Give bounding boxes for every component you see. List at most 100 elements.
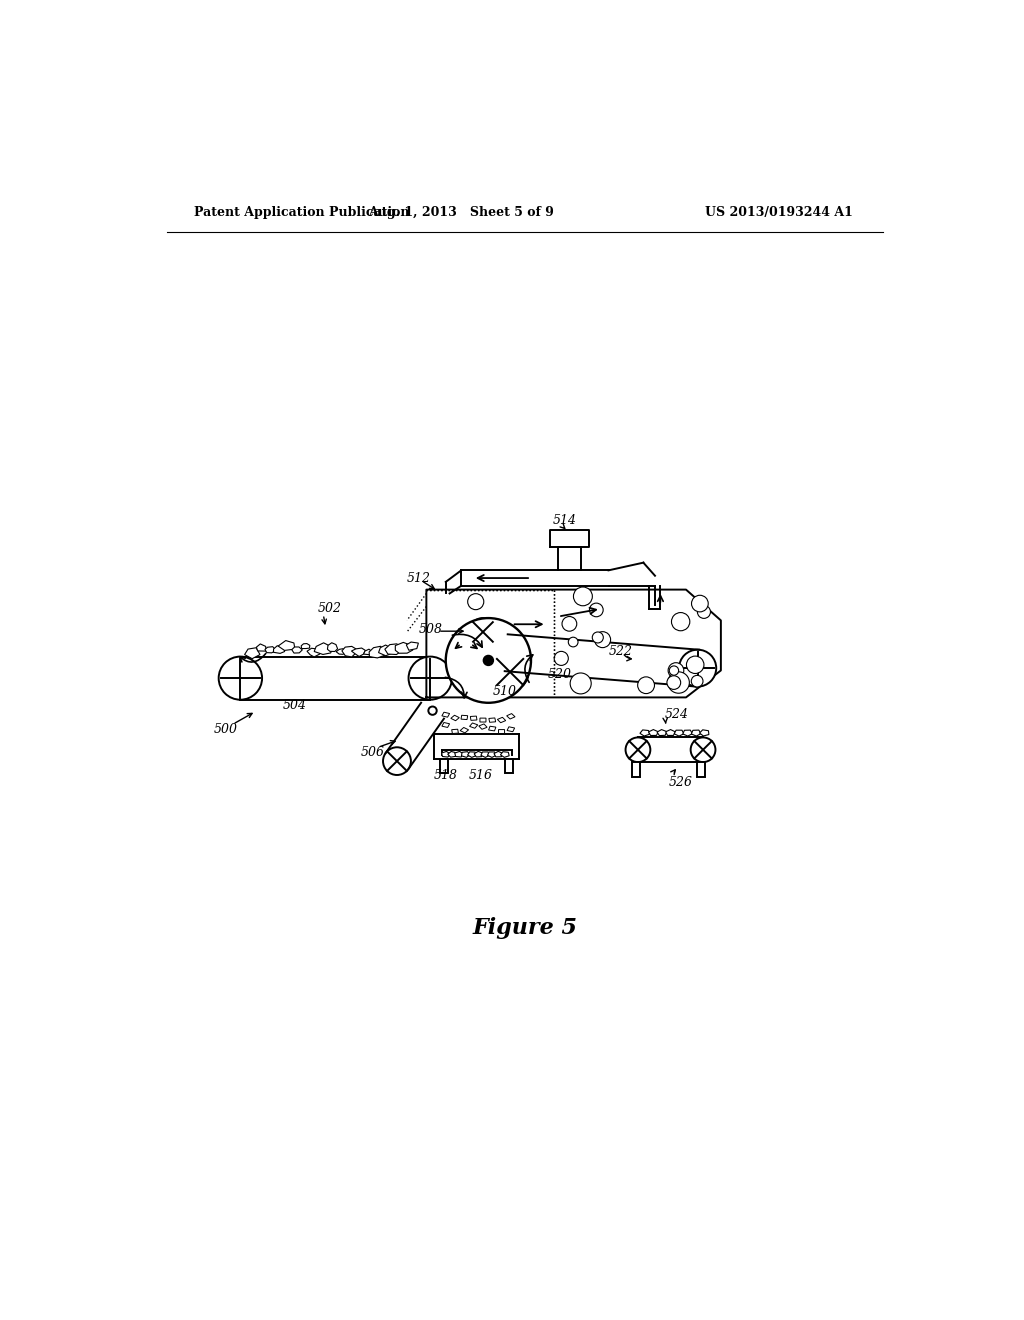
Polygon shape: [245, 648, 260, 659]
Text: 514: 514: [553, 513, 577, 527]
Circle shape: [626, 738, 650, 762]
Polygon shape: [462, 751, 470, 758]
Circle shape: [568, 638, 578, 647]
Polygon shape: [273, 645, 285, 653]
Polygon shape: [342, 647, 356, 657]
Text: 506: 506: [360, 746, 384, 759]
Text: Patent Application Publication: Patent Application Publication: [194, 206, 410, 219]
Circle shape: [562, 616, 577, 631]
Text: 516: 516: [469, 770, 493, 783]
Polygon shape: [507, 727, 515, 731]
Polygon shape: [494, 751, 503, 756]
Circle shape: [445, 618, 531, 702]
Polygon shape: [691, 730, 701, 737]
Polygon shape: [256, 644, 266, 651]
Circle shape: [468, 594, 483, 610]
Polygon shape: [441, 751, 451, 758]
Polygon shape: [499, 730, 505, 734]
Bar: [697, 762, 705, 777]
Text: 502: 502: [317, 602, 342, 615]
Polygon shape: [488, 718, 496, 722]
Polygon shape: [395, 643, 413, 653]
Polygon shape: [442, 713, 450, 717]
Circle shape: [383, 747, 411, 775]
Polygon shape: [292, 647, 302, 653]
Text: 512: 512: [407, 572, 431, 585]
Circle shape: [570, 673, 591, 694]
Text: 504: 504: [283, 698, 307, 711]
Text: 520: 520: [548, 668, 572, 681]
Circle shape: [672, 612, 690, 631]
Text: 510: 510: [493, 685, 516, 698]
Polygon shape: [426, 590, 721, 697]
Text: 508: 508: [419, 623, 442, 636]
Circle shape: [691, 595, 709, 612]
Polygon shape: [451, 715, 460, 721]
Text: Aug. 1, 2013   Sheet 5 of 9: Aug. 1, 2013 Sheet 5 of 9: [369, 206, 554, 219]
Polygon shape: [674, 730, 684, 737]
Polygon shape: [328, 643, 338, 652]
Polygon shape: [447, 751, 457, 758]
Polygon shape: [364, 649, 373, 655]
Polygon shape: [481, 752, 489, 758]
Circle shape: [686, 656, 703, 673]
Text: 500: 500: [213, 723, 238, 737]
Polygon shape: [442, 722, 450, 727]
Polygon shape: [488, 726, 496, 731]
Polygon shape: [314, 643, 332, 655]
Polygon shape: [265, 647, 276, 653]
Text: 518: 518: [434, 770, 458, 783]
Polygon shape: [480, 718, 486, 722]
Bar: [506, 759, 513, 774]
Polygon shape: [452, 729, 459, 734]
Bar: [440, 759, 449, 774]
Circle shape: [679, 649, 716, 686]
Polygon shape: [498, 717, 506, 722]
Circle shape: [469, 618, 497, 645]
Polygon shape: [487, 752, 497, 758]
Circle shape: [690, 738, 716, 762]
Polygon shape: [666, 730, 675, 735]
Polygon shape: [470, 723, 478, 729]
Polygon shape: [385, 644, 402, 655]
Polygon shape: [379, 645, 393, 656]
Polygon shape: [470, 715, 477, 721]
Bar: [632, 762, 640, 777]
Text: Figure 5: Figure 5: [472, 917, 578, 940]
Polygon shape: [474, 751, 483, 756]
Polygon shape: [479, 723, 487, 729]
Text: 526: 526: [669, 776, 693, 788]
Circle shape: [492, 653, 528, 690]
Polygon shape: [460, 727, 469, 733]
Polygon shape: [301, 644, 310, 648]
Polygon shape: [468, 752, 476, 758]
Polygon shape: [369, 647, 385, 657]
Circle shape: [592, 632, 603, 643]
Polygon shape: [307, 648, 321, 657]
Polygon shape: [351, 648, 366, 656]
Circle shape: [668, 663, 684, 678]
Text: US 2013/0193244 A1: US 2013/0193244 A1: [706, 206, 853, 219]
Circle shape: [691, 676, 703, 686]
Polygon shape: [336, 648, 346, 655]
Circle shape: [595, 632, 610, 648]
Polygon shape: [461, 715, 468, 719]
Text: 524: 524: [665, 708, 688, 721]
Polygon shape: [507, 714, 515, 719]
Circle shape: [668, 672, 689, 693]
Circle shape: [670, 665, 679, 676]
Polygon shape: [699, 730, 709, 737]
Polygon shape: [455, 751, 464, 758]
Polygon shape: [279, 640, 295, 651]
Circle shape: [428, 706, 436, 715]
Polygon shape: [648, 730, 658, 735]
Polygon shape: [407, 642, 419, 651]
Circle shape: [638, 677, 654, 693]
Circle shape: [483, 656, 494, 665]
Circle shape: [697, 606, 711, 618]
Circle shape: [554, 651, 568, 665]
Circle shape: [219, 656, 262, 700]
Circle shape: [590, 603, 603, 616]
Polygon shape: [501, 751, 509, 758]
Polygon shape: [657, 730, 667, 735]
